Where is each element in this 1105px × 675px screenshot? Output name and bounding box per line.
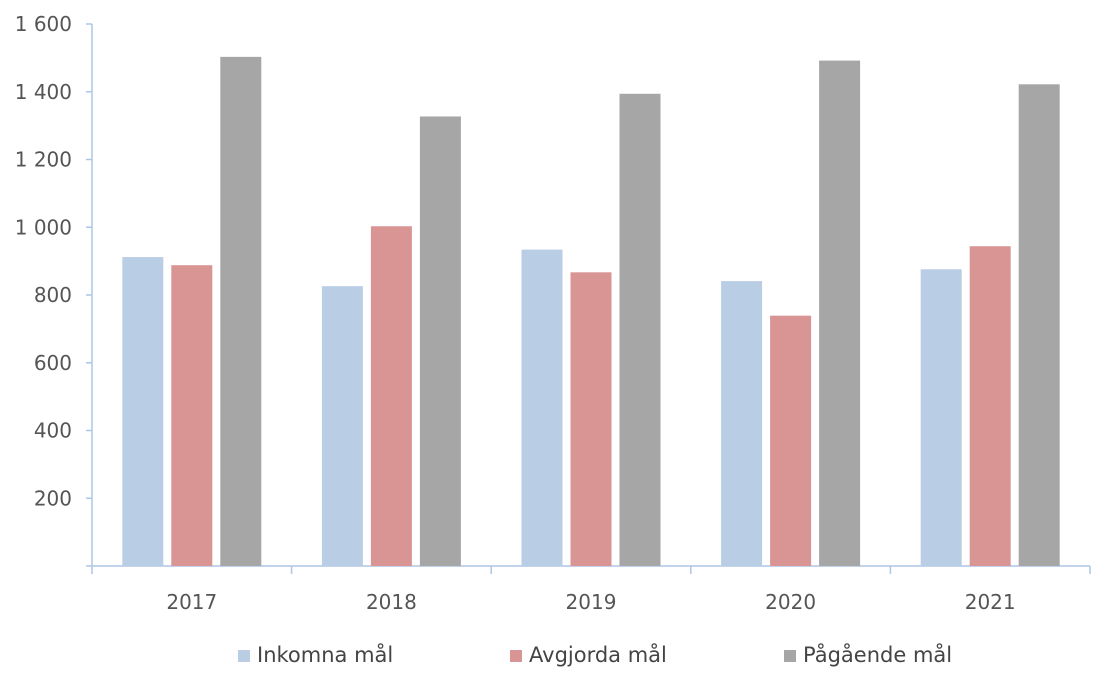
legend: Inkomna mål Avgjorda mål Pågående mål (238, 642, 952, 667)
legend-swatch (510, 650, 522, 662)
x-axis: 2017 2018 2019 2020 2021 (86, 565, 1091, 614)
legend-label: Avgjorda mål (529, 642, 667, 667)
bar-avgjorda-2018 (370, 226, 412, 566)
bar-avgjorda-2021 (969, 246, 1011, 566)
bar-inkomna-2019 (521, 249, 563, 567)
bars (122, 56, 1060, 567)
y-tick-label: 1 400 (15, 80, 72, 104)
legend-item: Avgjorda mål (510, 642, 667, 667)
legend-swatch (784, 650, 796, 662)
bar-pagaende-2020 (819, 60, 861, 567)
bar-inkomna-2020 (721, 281, 763, 566)
legend-item: Pågående mål (784, 642, 952, 667)
y-tick-label: 200 (34, 486, 72, 510)
bar-avgjorda-2020 (770, 315, 812, 566)
bar-pagaende-2017 (220, 56, 262, 566)
bar-avgjorda-2019 (570, 272, 612, 566)
bar-pagaende-2018 (419, 116, 461, 566)
y-tick-label: 1 600 (15, 12, 72, 36)
legend-swatch (238, 650, 250, 662)
x-tick-label: 2021 (965, 590, 1016, 614)
y-axis: 200 400 600 800 1 000 1 200 1 400 1 600 (15, 12, 93, 566)
legend-label: Inkomna mål (257, 642, 393, 667)
bar-inkomna-2021 (920, 269, 962, 566)
bar-inkomna-2017 (122, 257, 164, 566)
legend-label: Pågående mål (803, 642, 952, 667)
y-tick-label: 800 (34, 283, 72, 307)
bar-inkomna-2018 (321, 286, 363, 566)
bar-pagaende-2019 (619, 93, 661, 566)
x-tick-label: 2020 (765, 590, 816, 614)
y-tick-label: 1 000 (15, 215, 72, 239)
y-tick-label: 400 (34, 419, 72, 443)
x-tick-label: 2019 (566, 590, 617, 614)
legend-item: Inkomna mål (238, 642, 393, 667)
bar-avgjorda-2017 (171, 265, 213, 566)
y-tick-label: 600 (34, 351, 72, 375)
y-tick-label: 1 200 (15, 148, 72, 172)
x-tick-label: 2018 (366, 590, 417, 614)
bar-pagaende-2021 (1018, 84, 1060, 567)
x-tick-label: 2017 (166, 590, 217, 614)
